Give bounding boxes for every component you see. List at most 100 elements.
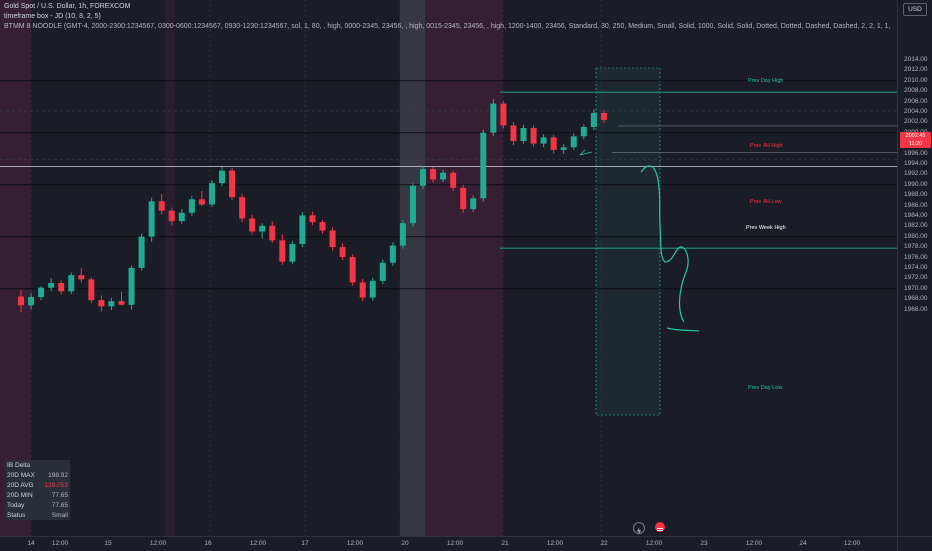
candle xyxy=(38,286,45,301)
candle-body xyxy=(530,128,537,144)
timeframe-box-border xyxy=(595,67,661,416)
candle-body xyxy=(158,201,165,211)
candle xyxy=(68,272,75,294)
time-tick: 12:00 xyxy=(51,540,69,547)
candle-body xyxy=(78,275,85,280)
candle-body xyxy=(18,296,24,306)
time-axis[interactable]: 14 12:00 15 12:00 16 12:00 17 12:00 20 12:00 21 12:… xyxy=(0,536,897,551)
price-tick: 1970.00 xyxy=(904,284,928,292)
candle xyxy=(349,254,356,286)
candle-body xyxy=(450,172,457,188)
price-tick: 1984.00 xyxy=(904,211,928,219)
candle-body xyxy=(309,215,316,223)
price-tick: 1976.00 xyxy=(904,253,928,261)
price-tick: 1968.00 xyxy=(904,295,928,303)
candle xyxy=(249,214,256,235)
delta-row-label: Today xyxy=(5,500,40,510)
time-tick: 24 xyxy=(799,540,807,547)
candle xyxy=(389,242,396,266)
price-chart[interactable] xyxy=(0,0,897,536)
chart-header: Gold Spot / U.S. Dollar, 1h, FOREXCOM ti… xyxy=(4,2,891,32)
prev-4h-high-label: Prev 4H High xyxy=(750,143,783,149)
candle-body xyxy=(178,212,185,222)
price-tick: 1982.00 xyxy=(904,222,928,230)
candle-body xyxy=(138,236,145,268)
candle-body xyxy=(470,198,477,210)
candle xyxy=(158,194,165,215)
candle-body xyxy=(570,136,577,148)
candle-body xyxy=(219,170,225,184)
candle-body xyxy=(500,103,507,126)
candle-body xyxy=(389,245,396,263)
candle-body xyxy=(299,215,306,244)
candle xyxy=(550,134,557,154)
candle xyxy=(319,220,326,234)
candle-body xyxy=(88,279,95,301)
candle-body xyxy=(289,243,296,262)
candle-body xyxy=(279,240,286,262)
candle xyxy=(299,212,306,248)
candle-body xyxy=(420,169,426,186)
candle-body xyxy=(188,199,195,213)
price-axis[interactable]: 2014.00 2012.00 2010.00 2008.00 2006.00 2004.… xyxy=(897,0,932,536)
time-tick: 12:00 xyxy=(546,540,564,547)
price-tick: 1986.00 xyxy=(904,201,928,209)
candle-body xyxy=(98,300,105,307)
candle xyxy=(580,124,587,140)
time-tick: 12:00 xyxy=(645,540,663,547)
candle-body xyxy=(580,126,587,137)
arrow-drawing xyxy=(579,149,593,156)
candle xyxy=(58,280,65,295)
price-tick: 1974.00 xyxy=(904,263,928,271)
candle xyxy=(510,122,517,146)
prev-day-low-label: Prev Day Low xyxy=(748,385,783,391)
price-tick: 2014.00 xyxy=(904,55,928,63)
candle xyxy=(520,124,527,144)
candle-body xyxy=(590,112,597,127)
candle xyxy=(108,298,115,311)
currency-badge[interactable]: USD xyxy=(903,3,927,16)
time-tick: 12:00 xyxy=(149,540,167,547)
candle-body xyxy=(440,172,447,180)
delta-row-value: 198.92 xyxy=(39,470,70,480)
candle xyxy=(118,291,125,306)
candle xyxy=(430,167,437,183)
indicator-btmm[interactable]: BTMM 8 NOODLE (GMT-4, 2000-2300:1234567,… xyxy=(4,23,891,30)
candle xyxy=(98,295,105,312)
candle xyxy=(188,196,195,216)
candle xyxy=(460,184,467,213)
symbol-title[interactable]: Gold Spot / U.S. Dollar, 1h, FOREXCOM xyxy=(4,3,131,10)
candle-body xyxy=(409,185,416,224)
candle-body xyxy=(329,230,336,248)
candle-body xyxy=(319,222,326,231)
candle-body xyxy=(550,137,557,150)
candle xyxy=(420,165,426,189)
session-bg xyxy=(425,0,503,536)
lightning-icon[interactable] xyxy=(633,522,645,535)
candle xyxy=(490,98,497,136)
delta-row-label: Status xyxy=(5,510,40,520)
candle xyxy=(500,100,507,129)
candle xyxy=(239,194,246,223)
price-tick: 1978.00 xyxy=(904,243,928,251)
candle-body xyxy=(540,137,547,144)
candle-body xyxy=(249,218,256,232)
indicator-timeframe-box[interactable]: timeframe box - JD (10, 8, 2, 5) xyxy=(4,13,101,20)
candle-body xyxy=(58,282,65,292)
candle xyxy=(279,234,286,265)
ib-delta-title: IB Delta xyxy=(5,460,70,470)
time-tick: 12:00 xyxy=(249,540,267,547)
time-tick: 21 xyxy=(501,540,509,547)
price-tick: 1980.00 xyxy=(904,232,928,240)
candle xyxy=(530,125,537,147)
delta-row-value: 77.65 xyxy=(39,500,70,510)
candle xyxy=(208,180,215,208)
session-bg xyxy=(400,0,425,536)
candle xyxy=(138,233,145,271)
price-tick: 1966.00 xyxy=(904,305,928,313)
flag-icon[interactable] xyxy=(655,522,665,532)
candle xyxy=(359,278,366,302)
candle xyxy=(450,170,457,191)
candle-body xyxy=(229,170,236,198)
